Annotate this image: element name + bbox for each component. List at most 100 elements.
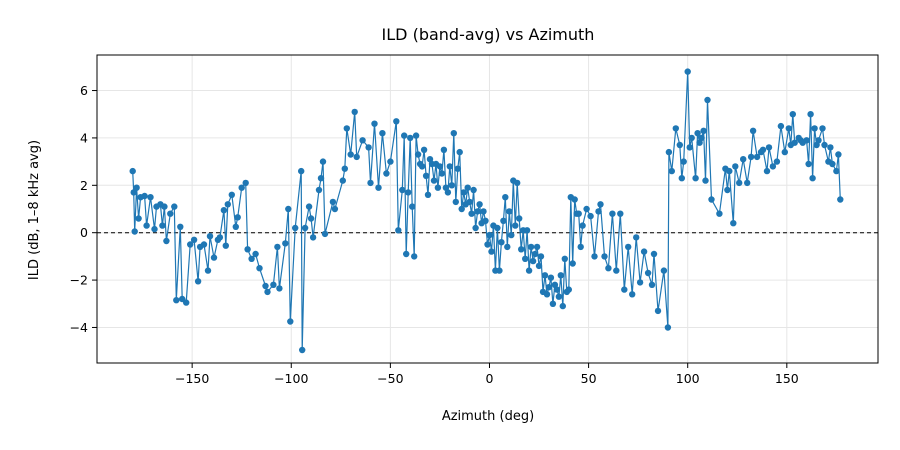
data-point xyxy=(131,228,138,235)
data-point xyxy=(440,146,448,153)
data-point xyxy=(698,134,705,142)
data-point xyxy=(436,163,444,170)
data-point xyxy=(129,167,136,175)
data-point xyxy=(740,156,747,163)
data-point xyxy=(287,318,294,325)
data-point xyxy=(569,260,576,267)
data-point xyxy=(636,279,644,286)
data-point xyxy=(143,222,150,229)
data-point xyxy=(309,234,317,241)
data-point xyxy=(173,297,180,304)
data-point xyxy=(307,215,315,222)
data-point xyxy=(163,237,170,245)
data-point xyxy=(498,239,505,246)
data-point xyxy=(468,210,475,217)
data-point xyxy=(407,134,414,142)
data-point xyxy=(650,250,658,258)
data-point xyxy=(476,201,483,208)
y-axis-ticks: −4 −2 0 2 4 6 xyxy=(70,83,97,335)
data-point xyxy=(676,141,683,149)
data-point xyxy=(702,177,709,184)
data-point xyxy=(533,243,541,251)
data-point xyxy=(789,111,796,118)
data-point xyxy=(504,243,511,251)
data-point xyxy=(488,248,495,255)
data-point xyxy=(365,144,372,151)
data-point xyxy=(605,265,612,272)
data-point xyxy=(557,272,564,279)
data-point xyxy=(811,125,818,132)
data-point xyxy=(502,194,509,201)
data-point xyxy=(547,274,555,281)
data-point xyxy=(803,137,810,144)
data-point xyxy=(200,241,208,248)
data-point xyxy=(347,151,354,158)
data-point xyxy=(317,175,325,182)
data-point xyxy=(692,175,699,182)
data-point xyxy=(781,148,788,156)
data-point xyxy=(716,210,723,217)
data-point xyxy=(785,125,792,132)
data-point xyxy=(282,240,289,247)
data-point xyxy=(807,111,814,118)
data-point xyxy=(482,217,489,224)
data-point xyxy=(595,208,602,215)
data-point xyxy=(543,291,551,298)
data-point xyxy=(412,132,420,139)
y-tick-label: −4 xyxy=(70,320,88,335)
x-tick-label: −150 xyxy=(175,371,209,386)
data-point xyxy=(133,184,140,191)
data-point xyxy=(809,175,816,182)
data-point xyxy=(141,192,148,200)
data-point xyxy=(535,262,543,270)
data-point xyxy=(248,255,255,262)
data-point xyxy=(640,248,648,255)
data-point xyxy=(135,215,142,222)
y-tick-label: 6 xyxy=(80,83,88,98)
data-point xyxy=(452,198,459,206)
data-point xyxy=(601,253,608,260)
data-point xyxy=(525,267,533,274)
data-point xyxy=(353,153,360,161)
data-point xyxy=(486,231,493,239)
data-point xyxy=(769,163,777,170)
series-layer xyxy=(129,68,844,354)
data-point xyxy=(565,286,572,293)
data-point xyxy=(561,255,568,262)
data-point xyxy=(629,291,636,298)
data-point xyxy=(664,324,672,331)
data-point xyxy=(571,196,578,203)
data-point xyxy=(759,146,767,153)
plot-frame xyxy=(96,54,879,364)
data-point xyxy=(224,201,231,208)
data-point xyxy=(672,125,679,132)
data-point xyxy=(508,231,515,239)
data-point xyxy=(450,130,457,137)
data-point xyxy=(522,255,529,262)
data-point xyxy=(559,302,566,310)
data-point xyxy=(256,265,263,272)
data-point xyxy=(470,186,477,194)
data-point xyxy=(500,217,507,224)
data-point xyxy=(216,234,224,241)
y-tick-label: 0 xyxy=(80,225,88,240)
data-point xyxy=(424,191,432,198)
data-point xyxy=(321,230,329,238)
data-point xyxy=(420,146,428,153)
data-point xyxy=(688,134,695,142)
data-point xyxy=(434,184,442,191)
data-point xyxy=(777,122,785,130)
data-point xyxy=(694,130,701,137)
data-point xyxy=(654,307,662,315)
data-point xyxy=(472,224,479,232)
data-point xyxy=(763,167,771,175)
data-point xyxy=(315,186,323,194)
data-point xyxy=(577,243,584,251)
y-tick-label: 4 xyxy=(80,130,88,145)
data-point xyxy=(147,194,154,201)
data-point xyxy=(414,151,422,158)
data-point xyxy=(480,208,487,215)
data-point xyxy=(343,125,350,132)
data-point xyxy=(579,222,586,229)
data-point xyxy=(555,293,563,300)
